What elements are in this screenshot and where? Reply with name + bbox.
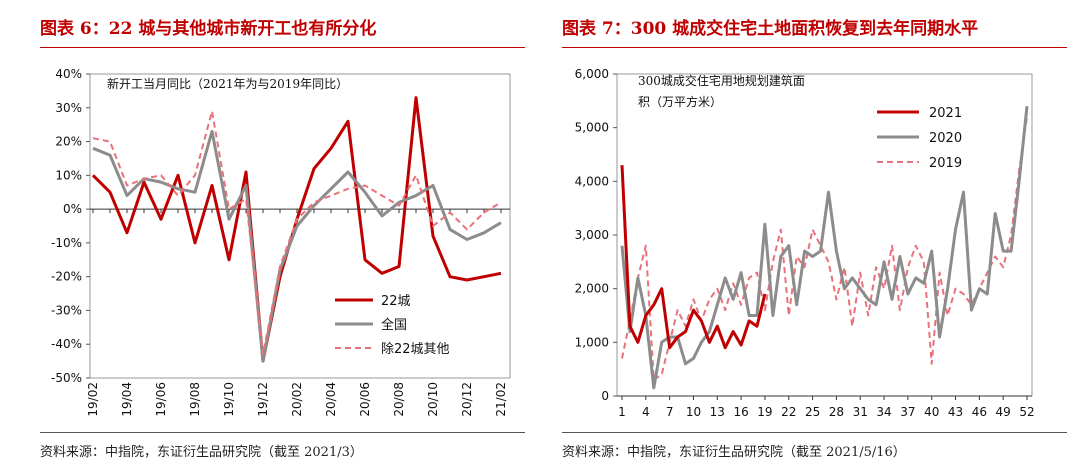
left-chart-title: 图表 6：22 城与其他城市新开工也有所分化 <box>40 19 377 39</box>
right-legend-label: 2020 <box>929 131 962 146</box>
right-x-tick-label: 31 <box>853 405 868 419</box>
right-annotation-line-1: 300城成交住宅用地规划建筑面 <box>638 73 805 88</box>
right-x-tick-label: 37 <box>900 405 915 419</box>
left-y-tick-label: -20% <box>51 270 82 284</box>
left-x-tick-label: 19/02 <box>86 382 100 417</box>
left-y-tick-label: 0% <box>63 202 82 216</box>
left-y-tick-label: -40% <box>51 337 82 351</box>
right-x-tick-label: 40 <box>924 405 939 419</box>
right-source: 资料来源：中指院，东证衍生品研究院（截至 2021/5/16） <box>562 445 906 460</box>
right-series-line-2020 <box>620 106 1029 390</box>
right-title-rule <box>562 47 1067 48</box>
left-series-line-national <box>92 129 502 363</box>
left-x-tick-label: 19/04 <box>120 382 134 417</box>
right-x-tick-label: 46 <box>972 405 987 419</box>
right-y-tick-label: 2,000 <box>575 282 609 296</box>
left-x-tick-label: 19/10 <box>222 382 236 417</box>
right-y-tick-label: 3,000 <box>575 228 609 242</box>
left-x-tick-label: 20/12 <box>460 382 474 417</box>
right-x-tick-label: 22 <box>781 405 796 419</box>
right-x-tick-label: 25 <box>805 405 820 419</box>
right-x-tick-label: 34 <box>876 405 891 419</box>
right-x-tick-label: 16 <box>733 405 748 419</box>
left-legend-label: 除22城其他 <box>381 342 450 357</box>
left-plot-frame <box>89 73 511 379</box>
left-y-tick-label: 20% <box>55 135 82 149</box>
left-y-tick-label: -10% <box>51 236 82 250</box>
left-x-tick-label: 20/10 <box>426 382 440 417</box>
right-x-tick-label: 43 <box>948 405 963 419</box>
left-axes: -50% -40% -30% -20% -10% 0% 10% 20% 30% 40% 19/02 1… <box>51 67 510 417</box>
right-x-tick-label: 52 <box>1019 405 1034 419</box>
left-bottom-rule <box>40 432 525 433</box>
left-x-tick-label: 21/02 <box>494 382 508 417</box>
right-y-tick-label: 0 <box>601 389 609 403</box>
right-y-tick-label: 4,000 <box>575 174 609 188</box>
right-annotation-line-2: 积（万平方米） <box>638 94 722 109</box>
right-chart-title: 图表 7：300 城成交住宅土地面积恢复到去年同期水平 <box>562 19 979 39</box>
left-y-tick-label: 40% <box>55 67 82 81</box>
right-axes: 0 1,000 2,000 3,000 4,000 5,000 6,000 1 4 7 10 13 16… <box>575 67 1035 419</box>
left-x-tick-label: 20/06 <box>358 382 372 417</box>
right-y-tick-label: 5,000 <box>575 121 609 135</box>
left-x-tick-label: 20/04 <box>324 382 338 417</box>
left-title-rule <box>40 47 525 48</box>
left-x-tick-label: 19/08 <box>188 382 202 417</box>
left-x-tick-label: 20/08 <box>392 382 406 417</box>
left-y-tick-label: -30% <box>51 303 82 317</box>
left-x-tick-label: 20/02 <box>290 382 304 417</box>
right-series <box>620 106 1029 390</box>
right-line-chart: 0 1,000 2,000 3,000 4,000 5,000 6,000 1 4 7 10 13 16… <box>575 67 1035 419</box>
left-y-tick-label: 10% <box>55 168 82 182</box>
left-x-tick-label: 19/12 <box>256 382 270 417</box>
right-x-tick-label: 19 <box>757 405 772 419</box>
right-x-tick-label: 4 <box>642 405 650 419</box>
right-legend: 2021 2020 2019 <box>877 106 962 171</box>
left-legend-label: 全国 <box>381 317 407 333</box>
right-x-tick-label: 28 <box>829 405 844 419</box>
right-x-tick-label: 1 <box>618 405 626 419</box>
right-y-tick-label: 1,000 <box>575 335 609 349</box>
left-y-tick-label: 30% <box>55 101 82 115</box>
left-line-chart: -50% -40% -30% -20% -10% 0% 10% 20% 30% 40% 19/02 1… <box>51 67 511 417</box>
left-x-tick-label: 19/06 <box>154 382 168 417</box>
left-annotation: 新开工当月同比（2021年为与2019年同比） <box>107 76 348 91</box>
left-legend-label: 22城 <box>381 294 411 309</box>
right-series-line-2021 <box>620 165 767 350</box>
right-legend-label: 2021 <box>929 106 962 121</box>
right-x-tick-label: 10 <box>686 405 701 419</box>
left-y-tick-label: -50% <box>51 371 82 385</box>
right-y-tick-label: 6,000 <box>575 67 609 81</box>
left-series-line-others <box>92 110 502 356</box>
right-legend-label: 2019 <box>929 156 962 171</box>
left-grid <box>89 73 511 379</box>
right-x-tick-label: 13 <box>710 405 725 419</box>
left-source: 资料来源：中指院，东证衍生品研究院（截至 2021/3） <box>40 445 363 460</box>
right-x-tick-label: 7 <box>666 405 674 419</box>
right-x-tick-label: 49 <box>996 405 1011 419</box>
right-bottom-rule <box>562 432 1067 433</box>
left-series <box>91 96 502 363</box>
